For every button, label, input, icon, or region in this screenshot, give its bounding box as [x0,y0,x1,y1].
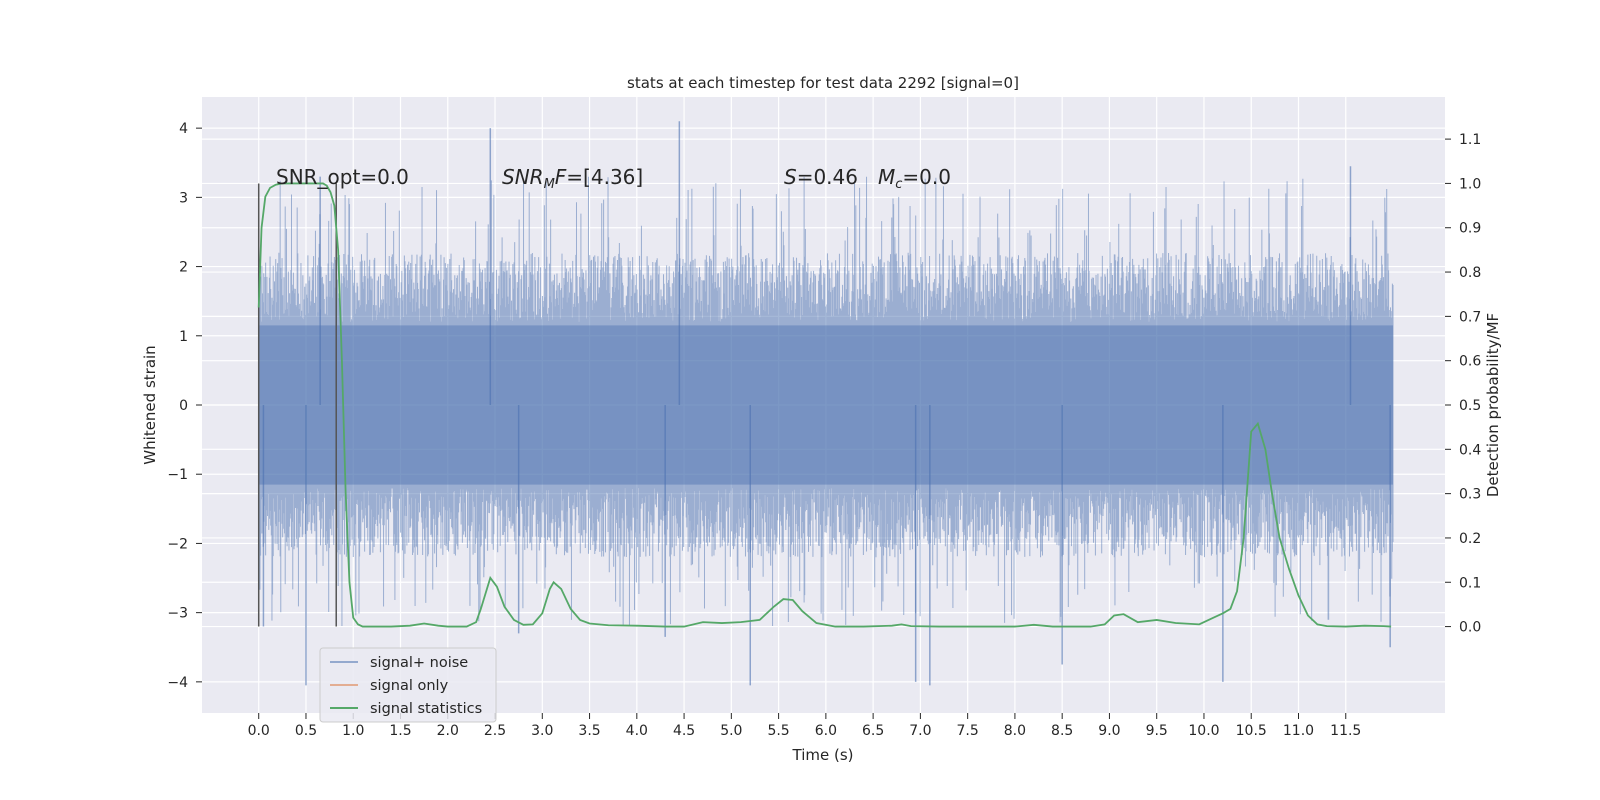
mc-value: =0.0 [902,165,951,189]
x-tick-label: 8.0 [1004,723,1026,739]
s-annotation: S=0.46 [784,165,858,189]
snr-mf-value: =[4.36] [566,165,643,189]
y2-tick-label: 1.0 [1459,176,1481,192]
y2-tick-label: 0.6 [1459,354,1481,370]
y2-tick-label: 0.5 [1459,398,1481,414]
x-tick-label: 5.0 [720,723,742,739]
x-tick-label: 0.0 [248,723,270,739]
y-tick-label: 3 [179,190,188,206]
x-tick-label: 1.0 [342,723,364,739]
x-tick-label: 3.0 [531,723,553,739]
x-tick-label: 4.5 [673,723,695,739]
y-tick-label: −3 [167,606,188,622]
y2-axis-ticks: 1.1 1.0 0.9 0.8 0.7 0.6 0.5 0.4 0.3 0.2 0.1 0.0 [1445,132,1481,636]
y-axis-label: Whitened strain [141,345,159,464]
y2-tick-label: 0.1 [1459,575,1481,591]
y2-axis-label: Detection probability/MF [1484,313,1502,497]
x-tick-label: 9.0 [1098,723,1120,739]
legend: signal+ noise signal only signal statist… [319,647,497,723]
y2-tick-label: 0.8 [1459,265,1481,281]
x-tick-label: 4.0 [626,723,648,739]
y2-tick-label: 0.0 [1459,620,1481,636]
x-axis-label: Time (s) [792,746,854,764]
y-tick-label: 0 [179,398,188,414]
chart-title: stats at each timestep for test data 229… [627,74,1019,92]
y2-tick-label: 0.4 [1459,442,1481,458]
y2-tick-label: 1.1 [1459,132,1481,148]
x-tick-label: 7.5 [957,723,979,739]
x-tick-label: 7.0 [909,723,931,739]
y2-tick-label: 0.3 [1459,487,1481,503]
y2-tick-label: 0.7 [1459,309,1481,325]
x-tick-label: 10.0 [1188,723,1219,739]
x-tick-label: 6.0 [815,723,837,739]
x-tick-label: 9.5 [1146,723,1168,739]
noise-core-band [258,325,1394,485]
y-axis-ticks: 4 3 2 1 0 −1 −2 −3 −4 [167,121,202,691]
y-tick-label: −1 [167,467,188,483]
y-tick-label: 2 [179,260,188,276]
y-tick-label: −2 [167,536,188,552]
x-tick-label: 11.0 [1283,723,1314,739]
y2-tick-label: 0.2 [1459,531,1481,547]
y2-tick-label: 0.9 [1459,221,1481,237]
snr-mf-annotation: SNRMF=[4.36] [502,165,643,192]
legend-label-signal-only: signal only [370,678,449,694]
x-tick-label: 2.5 [484,723,506,739]
window-markers [257,183,337,627]
mc-annotation: Mc=0.0 [878,165,951,192]
x-tick-label: 2.0 [437,723,459,739]
s-value: =0.46 [797,165,858,189]
legend-label-noise: signal+ noise [370,655,468,671]
x-tick-label: 8.5 [1051,723,1073,739]
x-tick-label: 11.5 [1330,723,1361,739]
signal-noise-series [258,121,1394,686]
legend-label-statistics: signal statistics [370,701,482,717]
legend-box [319,647,497,723]
signal-statistics-line [257,182,1392,628]
x-tick-label: 6.5 [862,723,884,739]
x-tick-label: 5.5 [767,723,789,739]
y-tick-label: −4 [167,675,188,691]
x-tick-label: 0.5 [295,723,317,739]
y-tick-label: 1 [179,329,188,345]
x-tick-label: 1.5 [389,723,411,739]
x-axis-ticks: 0.0 0.5 1.0 1.5 2.0 2.5 3.0 3.5 4.0 4.5 5.0 5.5 6.0 6… [248,713,1361,739]
y-tick-label: 4 [179,121,188,137]
x-tick-label: 10.5 [1236,723,1267,739]
snr-opt-annotation: SNR_opt=0.0 [276,165,409,189]
x-tick-label: 3.5 [578,723,600,739]
